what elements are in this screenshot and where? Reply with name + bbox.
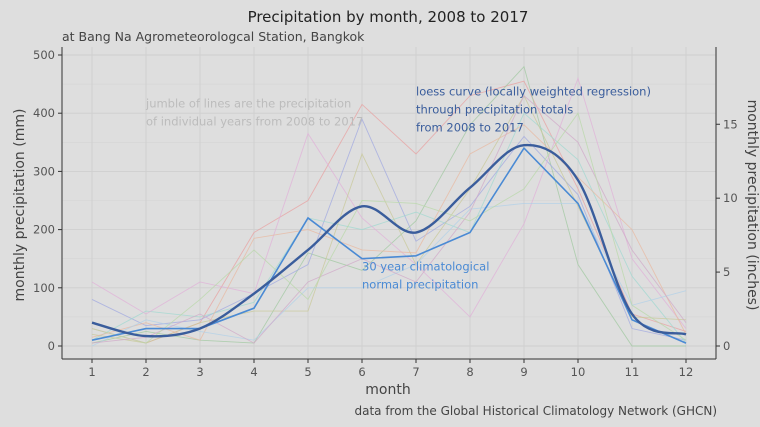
annotation-text: through precipitation totals (416, 103, 573, 117)
x-tick-label: 2 (142, 365, 149, 379)
y-right-tick-label: 10 (723, 191, 738, 205)
y-right-tick-label: 0 (723, 339, 730, 353)
x-tick-label: 7 (412, 365, 419, 379)
plot-panel (62, 47, 716, 359)
x-tick-label: 11 (625, 365, 640, 379)
loess-curve-line (91, 143, 687, 338)
x-axis-title: month (365, 382, 410, 398)
y-tick-label: 400 (33, 106, 55, 120)
y-tick-label: 500 (33, 48, 55, 62)
annotation-text: from 2008 to 2017 (416, 121, 524, 135)
y-right-tick-label: 5 (723, 265, 730, 279)
x-tick-label: 1 (88, 365, 95, 379)
chart-subtitle: at Bang Na Agrometeorologcal Station, Ba… (62, 29, 365, 44)
annotation-text: loess curve (locally weighted regression… (416, 85, 651, 99)
y-axis-right-title: monthly precipitation (inches) (744, 100, 760, 311)
year-series-line (91, 202, 687, 347)
y-tick-label: 100 (33, 281, 55, 295)
chart-title: Precipitation by month, 2008 to 2017 (248, 8, 529, 26)
chart-caption: data from the Global Historical Climatol… (354, 404, 717, 418)
annotation-text: of individual years from 2008 to 2017 (146, 114, 363, 128)
normal-series-line (91, 146, 687, 344)
y-axis-title: monthly precipitation (mm) (12, 109, 28, 302)
year-series-line (91, 95, 687, 344)
annotation-text: jumble of lines are the precipitation (145, 96, 351, 110)
x-tick-label: 4 (250, 365, 257, 379)
y-right-tick-label: 15 (723, 117, 738, 131)
x-tick-label: 9 (520, 365, 527, 379)
year-series-line (91, 94, 687, 344)
x-tick-label: 3 (196, 365, 203, 379)
x-tick-label: 10 (571, 365, 586, 379)
x-tick-label: 6 (358, 365, 365, 379)
year-series-line (91, 124, 687, 341)
x-tick-label: 12 (679, 365, 694, 379)
year-series-line (91, 112, 687, 344)
annotation-text: 30 year climatological (362, 259, 489, 273)
year-series-line (91, 76, 687, 329)
x-tick-label: 8 (466, 365, 473, 379)
y-tick-label: 200 (33, 223, 55, 237)
x-tick-label: 5 (304, 365, 311, 379)
annotation-text: normal precipitation (362, 277, 478, 291)
y-tick-label: 0 (48, 339, 55, 353)
y-tick-label: 300 (33, 164, 55, 178)
year-series-line (91, 65, 686, 347)
year-series-line (91, 117, 687, 341)
